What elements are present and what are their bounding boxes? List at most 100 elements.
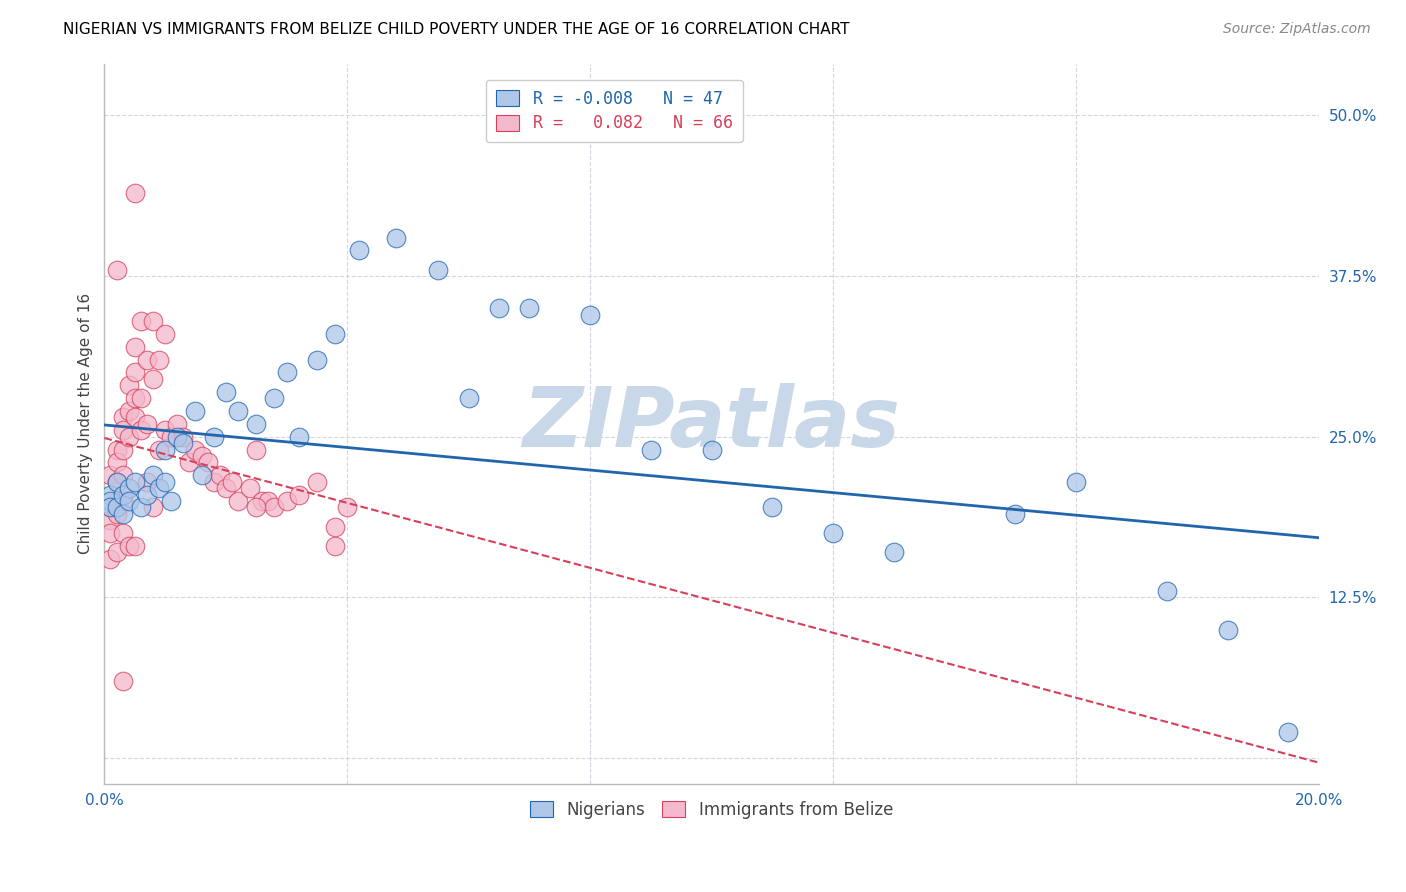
Point bbox=[118, 481, 141, 495]
Point bbox=[124, 410, 146, 425]
Point bbox=[105, 475, 128, 489]
Point bbox=[148, 442, 170, 457]
Point bbox=[118, 430, 141, 444]
Point bbox=[129, 314, 152, 328]
Point bbox=[142, 468, 165, 483]
Point bbox=[427, 262, 450, 277]
Point bbox=[142, 314, 165, 328]
Point bbox=[118, 404, 141, 418]
Point bbox=[252, 494, 274, 508]
Point bbox=[129, 391, 152, 405]
Point bbox=[245, 442, 267, 457]
Point bbox=[160, 494, 183, 508]
Point bbox=[166, 430, 188, 444]
Point bbox=[118, 539, 141, 553]
Point bbox=[105, 442, 128, 457]
Point bbox=[105, 507, 128, 521]
Point bbox=[124, 391, 146, 405]
Text: Source: ZipAtlas.com: Source: ZipAtlas.com bbox=[1223, 22, 1371, 37]
Point bbox=[1216, 623, 1239, 637]
Point bbox=[100, 500, 122, 515]
Point bbox=[124, 340, 146, 354]
Point bbox=[287, 430, 309, 444]
Point bbox=[215, 384, 238, 399]
Point bbox=[172, 436, 194, 450]
Point bbox=[202, 430, 225, 444]
Point bbox=[1004, 507, 1026, 521]
Point bbox=[105, 494, 128, 508]
Point bbox=[100, 551, 122, 566]
Point bbox=[153, 475, 176, 489]
Point bbox=[100, 526, 122, 541]
Point bbox=[305, 352, 328, 367]
Point bbox=[160, 430, 183, 444]
Point bbox=[245, 417, 267, 431]
Point bbox=[135, 352, 157, 367]
Point bbox=[111, 507, 134, 521]
Point bbox=[202, 475, 225, 489]
Point bbox=[336, 500, 359, 515]
Point bbox=[153, 326, 176, 341]
Point bbox=[111, 442, 134, 457]
Point bbox=[105, 475, 128, 489]
Point bbox=[135, 417, 157, 431]
Point bbox=[519, 301, 541, 316]
Point bbox=[579, 308, 602, 322]
Point bbox=[208, 468, 231, 483]
Point bbox=[276, 494, 298, 508]
Point bbox=[124, 366, 146, 380]
Point bbox=[226, 494, 249, 508]
Point bbox=[105, 545, 128, 559]
Point bbox=[111, 494, 134, 508]
Legend: Nigerians, Immigrants from Belize: Nigerians, Immigrants from Belize bbox=[523, 795, 900, 826]
Point bbox=[111, 526, 134, 541]
Point bbox=[124, 539, 146, 553]
Point bbox=[245, 500, 267, 515]
Point bbox=[135, 487, 157, 501]
Point bbox=[323, 519, 346, 533]
Point bbox=[100, 513, 122, 527]
Point bbox=[148, 352, 170, 367]
Point bbox=[105, 262, 128, 277]
Point bbox=[111, 673, 134, 688]
Point bbox=[761, 500, 783, 515]
Point bbox=[287, 487, 309, 501]
Point bbox=[276, 366, 298, 380]
Point bbox=[142, 372, 165, 386]
Point bbox=[1156, 584, 1178, 599]
Point bbox=[172, 430, 194, 444]
Text: ZIPatlas: ZIPatlas bbox=[523, 384, 900, 465]
Point bbox=[129, 423, 152, 437]
Point bbox=[111, 487, 134, 501]
Point bbox=[179, 455, 201, 469]
Point bbox=[323, 326, 346, 341]
Point bbox=[488, 301, 510, 316]
Point bbox=[190, 468, 212, 483]
Point bbox=[190, 449, 212, 463]
Point bbox=[153, 423, 176, 437]
Point bbox=[135, 475, 157, 489]
Point bbox=[257, 494, 280, 508]
Point bbox=[166, 417, 188, 431]
Point bbox=[111, 423, 134, 437]
Point bbox=[142, 500, 165, 515]
Point bbox=[1277, 725, 1299, 739]
Point bbox=[100, 500, 122, 515]
Point bbox=[100, 468, 122, 483]
Point bbox=[457, 391, 479, 405]
Y-axis label: Child Poverty Under the Age of 16: Child Poverty Under the Age of 16 bbox=[79, 293, 93, 555]
Text: NIGERIAN VS IMMIGRANTS FROM BELIZE CHILD POVERTY UNDER THE AGE OF 16 CORRELATION: NIGERIAN VS IMMIGRANTS FROM BELIZE CHILD… bbox=[63, 22, 849, 37]
Point bbox=[118, 494, 141, 508]
Point bbox=[105, 455, 128, 469]
Point bbox=[385, 230, 408, 244]
Point bbox=[700, 442, 723, 457]
Point bbox=[100, 494, 122, 508]
Point bbox=[221, 475, 243, 489]
Point bbox=[883, 545, 905, 559]
Point bbox=[640, 442, 662, 457]
Point bbox=[124, 186, 146, 200]
Point bbox=[263, 500, 285, 515]
Point bbox=[215, 481, 238, 495]
Point bbox=[148, 481, 170, 495]
Point bbox=[323, 539, 346, 553]
